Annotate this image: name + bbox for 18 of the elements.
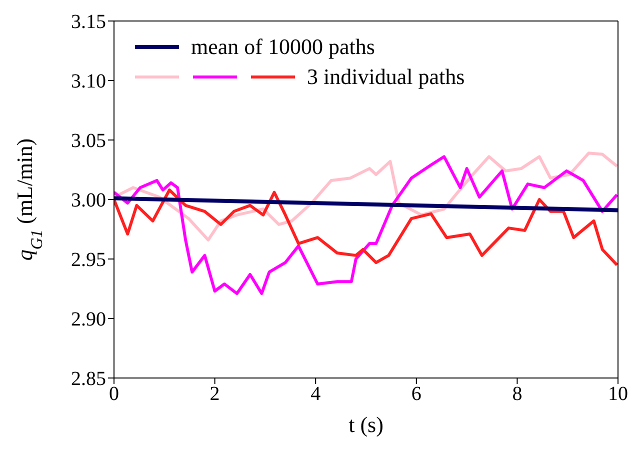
line-series [114,155,618,296]
legend-label: 3 individual paths [307,63,465,91]
x-axis-title: t (s) [348,412,384,437]
y-tick-label: 2.90 [71,308,106,331]
y-tick-label: 3.10 [71,70,106,93]
y-tick-label: 3.00 [71,190,106,212]
y-tick-label: 2.95 [71,249,106,272]
x-tick-label: 2 [210,383,220,406]
legend-label: mean of 10000 paths [191,33,375,61]
x-tick-label: 0 [109,383,119,406]
y-tick-label: 3.05 [71,130,106,152]
line-series [114,188,618,266]
x-tick-label: 10 [608,383,628,406]
y-tick-label: 3.15 [71,11,106,34]
x-tick-label: 8 [512,383,522,406]
x-tick-label: 6 [411,383,422,406]
y-tick-label: 2.85 [71,368,106,390]
x-tick-label: 4 [310,383,321,406]
